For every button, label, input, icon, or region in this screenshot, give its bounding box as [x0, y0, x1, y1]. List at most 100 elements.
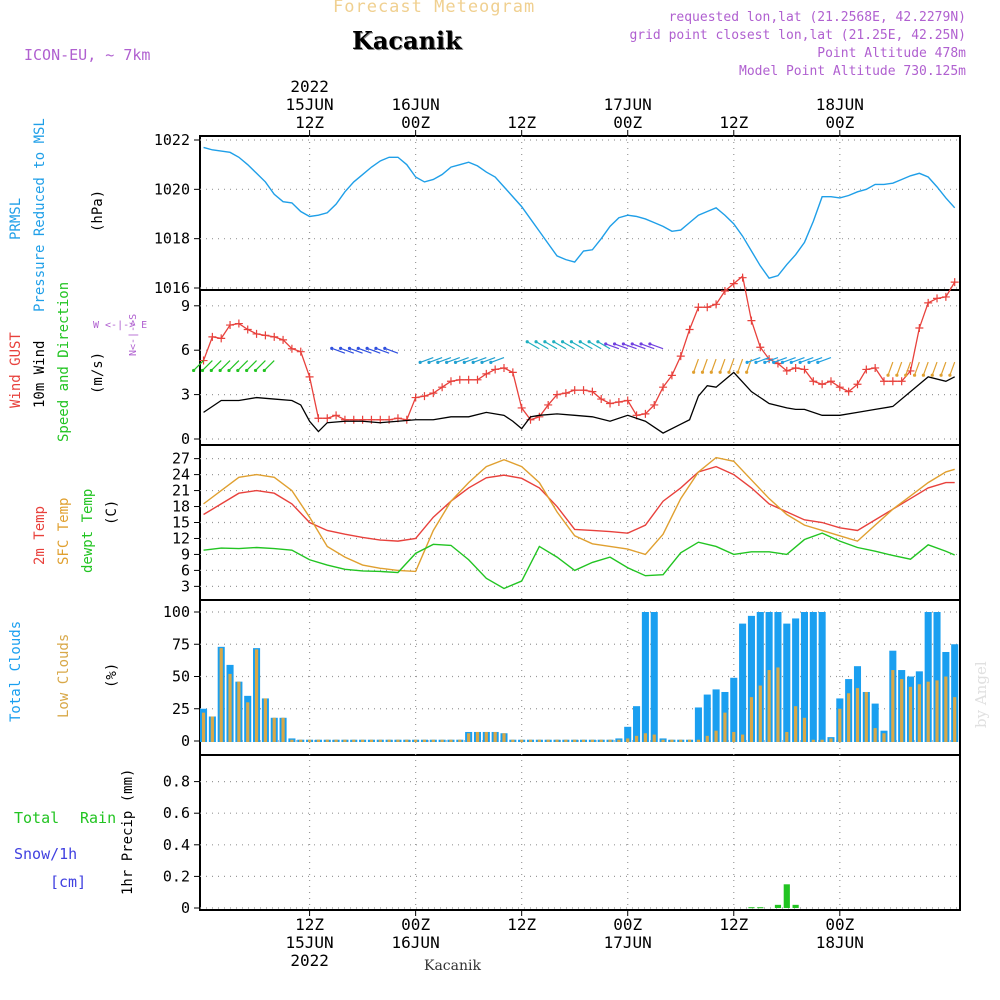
wind-direction-arrow	[940, 361, 947, 376]
gust-marker	[738, 273, 747, 282]
gust-marker	[314, 414, 323, 423]
temp-2m-line	[203, 465, 955, 542]
total-clouds-bar	[633, 706, 641, 742]
wind-arrow-head	[939, 373, 943, 377]
wind-arrow-head	[612, 342, 617, 346]
low-clouds-bar	[246, 702, 250, 742]
gust-marker	[826, 377, 835, 386]
y-tick-label: 1016	[154, 279, 190, 297]
low-clouds-bar	[422, 739, 427, 742]
rain-label: Rain	[80, 809, 117, 827]
wind-direction-arrow	[614, 343, 628, 350]
y-tick-label: 9	[181, 297, 190, 315]
low-clouds-bar	[396, 739, 400, 742]
wind-arrow-head	[772, 360, 776, 364]
low-clouds-bar	[749, 697, 754, 742]
y-tick-label: 0.2	[163, 867, 190, 885]
total-clouds-bar	[703, 694, 711, 742]
gust-marker	[667, 371, 676, 380]
wind-arrow-head	[534, 340, 538, 344]
y-tick-label: 3	[181, 386, 190, 404]
low-clouds-bar	[228, 673, 232, 742]
top-date-label: 17JUN	[604, 95, 652, 114]
wind-direction-arrow	[202, 360, 213, 371]
wind-direction-arrow	[623, 343, 637, 350]
wind-arrow-head	[736, 370, 740, 374]
wind-label: Wind GUST 10m Wind Speed and Direction (…	[0, 282, 147, 450]
wind-arrow-head	[578, 340, 582, 344]
total-clouds-bar	[694, 707, 702, 742]
gust-marker	[650, 400, 659, 409]
gust-line	[202, 274, 956, 421]
total-clouds-bar	[756, 612, 764, 742]
wind-arrow-head	[727, 370, 731, 374]
total-clouds-bar	[809, 612, 817, 742]
wind-direction-arrow	[490, 357, 505, 363]
temp-sfc-line	[203, 456, 955, 573]
wind-arrow-head	[339, 346, 343, 350]
wind-arrow-head	[489, 360, 493, 364]
gust-marker	[606, 399, 615, 408]
low-clouds-bar	[484, 731, 488, 742]
bottom-date-label: 17JUN	[604, 933, 652, 952]
low-clouds-bar	[263, 698, 267, 742]
low-clouds-bar	[847, 693, 851, 742]
gust-marker	[464, 375, 473, 384]
y-tick-label: 0.6	[163, 804, 190, 822]
wind-direction-arrow	[755, 357, 770, 363]
y-tick-label: 75	[172, 635, 190, 653]
gust-marker	[809, 377, 818, 386]
y-tick-label: 3	[181, 577, 190, 595]
wind-direction-arrow	[949, 361, 956, 376]
wind-arrow-head	[754, 360, 758, 364]
low-clouds-bar	[378, 739, 382, 742]
gust-marker	[208, 332, 217, 341]
bottom-hour-label: 12Z	[719, 915, 748, 934]
gust-marker	[888, 377, 897, 386]
low-clouds-bar	[767, 670, 771, 742]
wind-arrow-head	[912, 373, 917, 377]
wind-direction-arrow	[746, 357, 761, 363]
wind-direction-arrow	[693, 358, 699, 373]
gust-marker	[614, 398, 623, 406]
low-clouds-bar	[714, 730, 718, 742]
low-clouds-bar	[811, 739, 815, 742]
top-hour-label: 12Z	[295, 113, 324, 132]
wind-direction-arrow	[455, 357, 469, 363]
gust-marker	[597, 395, 606, 404]
low-clouds-bar	[210, 716, 214, 742]
wind-arrow-head	[700, 370, 705, 374]
gust-marker	[287, 344, 296, 353]
total-label: Total	[14, 809, 60, 827]
low-clouds-bar	[732, 731, 736, 742]
wind-direction-arrow	[719, 358, 726, 373]
gust-marker	[199, 356, 208, 365]
wind-direction-arrow	[219, 360, 231, 371]
wind-direction-arrow	[896, 361, 903, 376]
bottom-hour-label: 00Z	[825, 915, 854, 934]
gust-marker	[729, 279, 738, 288]
wind-arrow-head	[383, 346, 387, 350]
bottom-hour-label: 12Z	[295, 915, 324, 934]
low-clouds-bar	[723, 712, 727, 742]
low-clouds-bar	[855, 688, 860, 742]
top-date-label: 16JUN	[392, 95, 440, 114]
wind-direction-arrow	[340, 347, 354, 354]
wind-direction-arrow	[526, 341, 540, 350]
total-clouds-bar	[933, 612, 941, 742]
low-clouds-bar	[520, 739, 524, 742]
gust-marker	[950, 278, 959, 287]
low-clouds-bar	[785, 731, 789, 742]
bottom-date-label: 18JUN	[816, 933, 864, 952]
low-clouds-bar	[829, 738, 833, 742]
wind-arrow-head	[330, 346, 334, 350]
gust-marker	[659, 383, 668, 392]
gust-marker	[853, 380, 862, 389]
total-clouds-bar	[641, 612, 649, 742]
wind-direction-arrow	[472, 357, 487, 363]
low-clouds-bar	[493, 731, 497, 742]
total-clouds-bar	[747, 615, 755, 742]
wind-arrow-head	[789, 360, 793, 364]
gust-marker	[561, 389, 570, 398]
grid-point-location: grid point closest lon,lat (21.25E, 42.2…	[629, 28, 966, 43]
